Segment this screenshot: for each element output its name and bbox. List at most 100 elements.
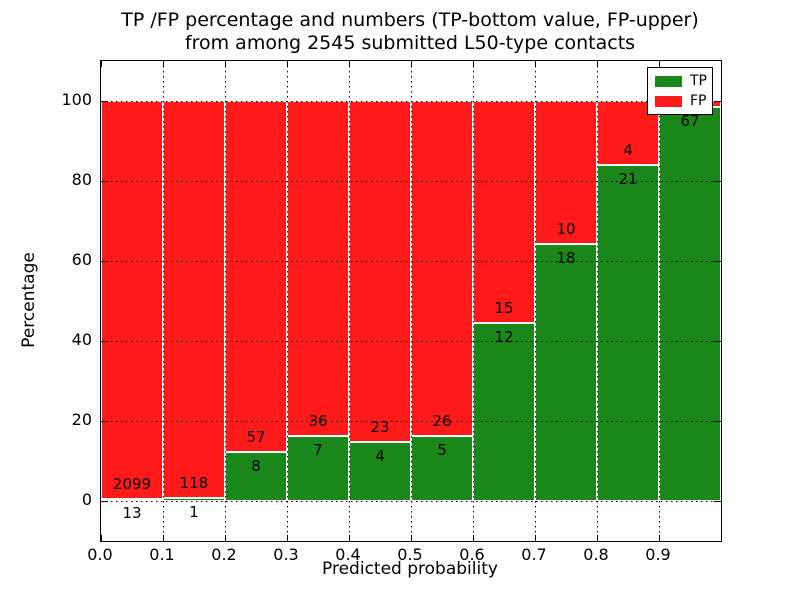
chart-title: TP /FP percentage and numbers (TP-bottom… [100, 9, 720, 55]
bar-tp-count-label-6: 12 [494, 328, 514, 347]
bar-tp-count-label-0: 13 [122, 503, 142, 522]
bar-fp-count-label-4: 23 [370, 417, 390, 436]
y-tick-label-100: 100 [61, 90, 92, 109]
y-tick-right-100 [714, 101, 721, 102]
y-tick-left-80 [101, 181, 108, 182]
x-tick-top-0.3 [287, 61, 288, 67]
v-gridline-0.8 [597, 61, 598, 541]
v-gridline-0.9 [659, 61, 660, 541]
bar-segment-fp-6 [473, 101, 535, 324]
tp-swatch-icon [655, 75, 682, 87]
bar-segment-tp-6 [473, 323, 535, 501]
chart-title-line2: from among 2545 submitted L50-type conta… [184, 32, 636, 54]
x-tick-bottom-0.4 [349, 535, 350, 541]
y-tick-right-80 [714, 181, 721, 182]
bar-tp-count-label-7: 18 [556, 248, 576, 267]
bar-fp-count-label-8: 4 [623, 141, 633, 159]
bar-tp-count-label-2: 8 [251, 456, 261, 475]
bar-segment-fp-0 [101, 101, 163, 499]
bar-segment-fp-3 [287, 101, 349, 436]
x-tick-top-0.1 [163, 61, 164, 67]
v-gridline-0.1 [163, 61, 164, 541]
bar-fp-count-label-1: 118 [179, 473, 209, 492]
y-tick-label-80: 80 [71, 170, 92, 189]
x-tick-label-0.4: 0.4 [335, 545, 361, 564]
bar-segment-tp-2 [225, 451, 287, 501]
x-tick-top-0.9 [659, 61, 660, 67]
x-tick-top-0.7 [535, 61, 536, 67]
x-tick-top-0.6 [473, 61, 474, 67]
x-axis-label: Predicted probability [322, 559, 498, 579]
y-tick-left-40 [101, 341, 108, 342]
x-tick-bottom-0.8 [597, 535, 598, 541]
x-tick-label-0.5: 0.5 [397, 545, 423, 564]
x-tick-label-0.6: 0.6 [459, 545, 485, 564]
x-tick-top-0.4 [349, 61, 350, 67]
fp-swatch-icon [655, 95, 682, 107]
y-tick-right-20 [714, 421, 721, 422]
bar-tp-count-label-3: 7 [313, 440, 323, 459]
bar-tp-count-label-5: 5 [437, 441, 447, 460]
x-tick-label-0.3: 0.3 [273, 545, 299, 564]
y-tick-left-0 [101, 501, 108, 502]
bar-fp-count-label-5: 26 [432, 412, 452, 431]
v-gridline-0.4 [349, 61, 350, 541]
x-tick-bottom-0.6 [473, 535, 474, 541]
bar-fp-count-label-7: 10 [556, 219, 576, 238]
bar-segment-fp-5 [411, 101, 473, 437]
x-tick-label-0.9: 0.9 [645, 545, 671, 564]
legend-item-fp: FP [655, 93, 707, 109]
bar-fp-count-label-6: 15 [494, 299, 514, 318]
legend: TP FP [647, 67, 713, 115]
y-tick-label-20: 20 [71, 410, 92, 429]
v-gridline-0.3 [287, 61, 288, 541]
v-gridline-0.7 [535, 61, 536, 541]
v-gridline-0.5 [411, 61, 412, 541]
bar-segment-tp-7 [535, 243, 597, 501]
x-tick-label-0.0: 0.0 [87, 545, 113, 564]
x-tick-bottom-0.7 [535, 535, 536, 541]
bar-segment-tp-4 [349, 441, 411, 501]
x-tick-bottom-0.1 [163, 535, 164, 541]
x-tick-bottom-0.9 [659, 535, 660, 541]
y-axis-label: Percentage [19, 252, 39, 348]
x-tick-top-0.0 [101, 61, 102, 67]
x-tick-label-0.1: 0.1 [149, 545, 175, 564]
y-tick-label-60: 60 [71, 250, 92, 269]
bar-tp-count-label-9: 67 [680, 111, 700, 130]
bar-segment-fp-4 [349, 101, 411, 442]
plot-area: 2099 13 118 1 57 8 36 7 23 4 26 5 15 12 10 18 4 21 67 TP F… [100, 60, 722, 542]
bar-fp-count-label-2: 57 [246, 427, 266, 446]
chart-title-line1: TP /FP percentage and numbers (TP-bottom… [121, 9, 699, 31]
legend-label-fp: FP [690, 93, 707, 109]
x-tick-bottom-0.0 [101, 535, 102, 541]
v-gridline-0.2 [225, 61, 226, 541]
bar-segment-tp-0 [101, 498, 163, 501]
bar-segment-tp-3 [287, 435, 349, 501]
bar-tp-count-label-8: 21 [618, 170, 638, 188]
x-tick-bottom-0.5 [411, 535, 412, 541]
x-tick-top-0.5 [411, 61, 412, 67]
bar-segment-fp-1 [163, 101, 225, 498]
bar-fp-count-label-3: 36 [308, 411, 328, 430]
bar-fp-count-label-0: 2099 [112, 474, 152, 493]
x-tick-top-0.2 [225, 61, 226, 67]
y-tick-right-60 [714, 261, 721, 262]
bar-segment-tp-8 [597, 165, 659, 501]
legend-label-tp: TP [690, 73, 707, 89]
y-tick-right-40 [714, 341, 721, 342]
x-tick-bottom-0.2 [225, 535, 226, 541]
bar-tp-count-label-4: 4 [375, 446, 385, 465]
x-tick-top-0.8 [597, 61, 598, 67]
x-tick-label-0.7: 0.7 [521, 545, 547, 564]
y-tick-label-0: 0 [81, 490, 92, 509]
bar-segment-fp-2 [225, 101, 287, 452]
x-tick-label-0.8: 0.8 [583, 545, 609, 564]
x-tick-bottom-0.3 [287, 535, 288, 541]
bar-segment-tp-5 [411, 436, 473, 501]
y-tick-right-0 [714, 501, 721, 502]
y-tick-left-100 [101, 101, 108, 102]
x-tick-label-0.2: 0.2 [211, 545, 237, 564]
y-tick-left-60 [101, 261, 108, 262]
